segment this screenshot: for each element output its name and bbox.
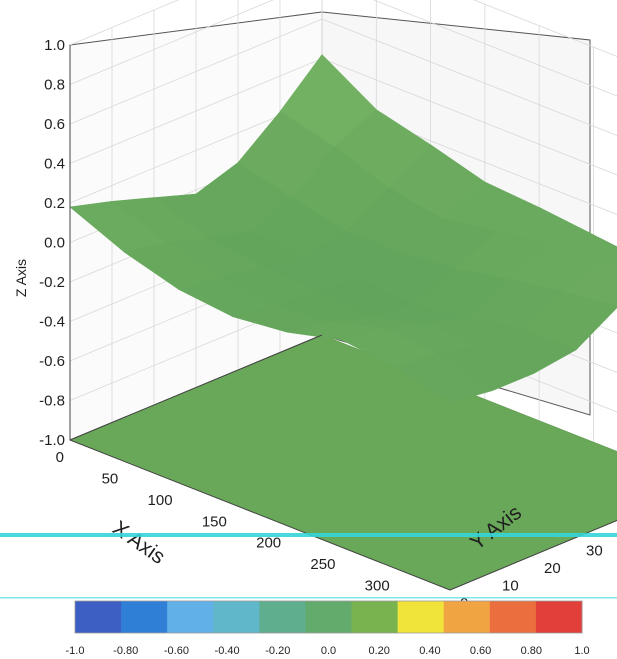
box-edge	[449, 519, 617, 591]
colorbar	[74, 600, 583, 634]
surface-cell	[395, 353, 493, 403]
z-tick-label: -0.2	[39, 274, 65, 291]
z-tick-label: -0.6	[39, 353, 65, 370]
x-tick-label: 200	[256, 535, 281, 552]
z-tick-label: -1.0	[39, 432, 65, 449]
highlight-line-upper	[0, 533, 617, 537]
colorbar-segment	[213, 601, 260, 633]
x-tick-label: 150	[202, 513, 227, 530]
colorbar-ticks: -1.0 -0.80 -0.60 -0.40 -0.20 0.0 0.20 0.40 0.60 0…	[66, 645, 590, 657]
z-tick-label: 0.6	[44, 116, 65, 133]
colorbar-segment	[535, 601, 583, 633]
box-edge	[69, 334, 323, 441]
x-tick-label: 300	[365, 578, 390, 595]
y-tick-label: 10	[502, 578, 519, 595]
z-axis-title: Z Axis	[13, 259, 29, 297]
x-axis-title: X Axis	[108, 517, 169, 569]
surface-mesh	[69, 54, 617, 403]
colorbar-tick-label: 1.0	[574, 645, 589, 657]
z-tick-label: 0.8	[44, 77, 65, 94]
box-edge	[69, 439, 451, 591]
colorbar-frame	[74, 600, 583, 634]
colorbar-tick-label: -0.80	[113, 645, 138, 657]
highlight-line-lower	[0, 597, 617, 599]
colorbar-segment	[259, 601, 306, 633]
z-axis-ticks: 1.0 0.8 0.6 0.4 0.2 0.0 -0.2 -0.4 -0.6 -0.8 -1.0	[39, 37, 65, 449]
x-tick-label: 0	[56, 449, 64, 466]
z-tick-label: 0.0	[44, 235, 65, 252]
colorbar-segment	[75, 601, 122, 633]
colorbar-segment	[121, 601, 168, 633]
y-tick-label: 20	[544, 560, 561, 577]
colorbar-segment	[443, 601, 491, 633]
colorbar-tick-label: 0.20	[368, 645, 389, 657]
z-tick-label: 0.4	[44, 156, 65, 173]
z-tick-label: -0.4	[39, 314, 65, 331]
box-edges	[69, 45, 617, 591]
colorbar-tick-label: 0.60	[470, 645, 491, 657]
colorbar-tick-label: -0.20	[265, 645, 290, 657]
colorbar-tick-label: 0.40	[419, 645, 440, 657]
z-tick-label: 0.2	[44, 195, 65, 212]
colorbar-tick-label: 0.80	[521, 645, 542, 657]
x-tick-label: 50	[102, 470, 119, 487]
colorbar-segment	[167, 601, 214, 633]
colorbar-tick-label: -0.60	[164, 645, 189, 657]
colorbar-segment	[397, 601, 445, 633]
colorbar-segment	[351, 601, 399, 633]
x-tick-label: 100	[148, 492, 173, 509]
colorbar-tick-label: -1.0	[66, 645, 85, 657]
y-tick-label: 30	[586, 543, 603, 560]
z-tick-label: 1.0	[44, 37, 65, 54]
z-tick-label: -0.8	[39, 393, 65, 410]
colorbar-segment	[489, 601, 537, 633]
x-tick-label: 250	[310, 556, 335, 573]
colorbar-segment	[305, 601, 353, 633]
colorbar-tick-label: 0.0	[321, 645, 336, 657]
colorbar-tick-label: -0.40	[215, 645, 240, 657]
